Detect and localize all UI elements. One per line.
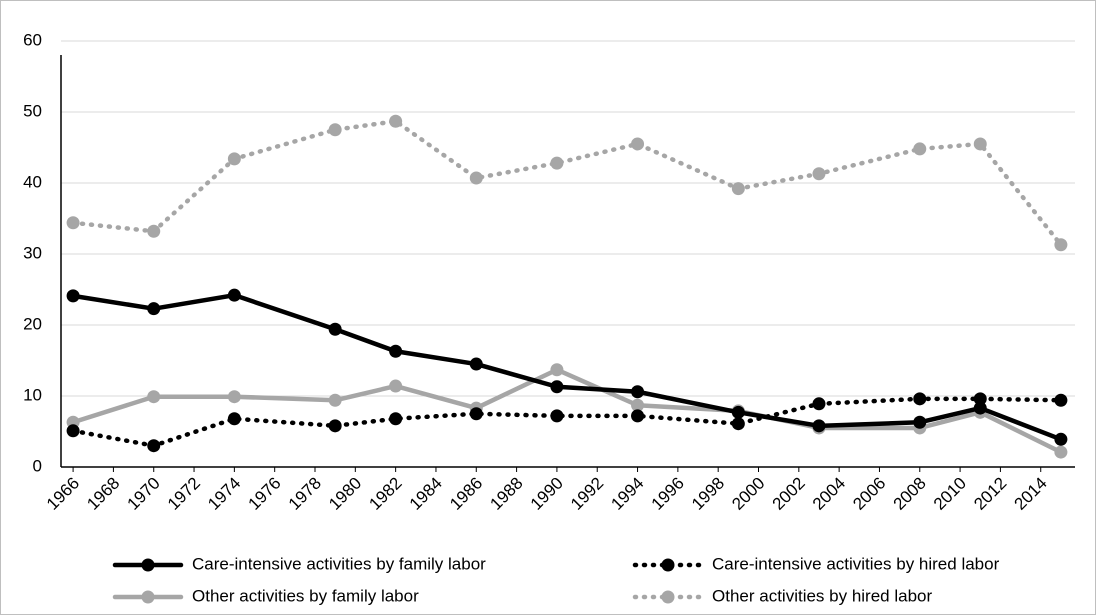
data-point	[147, 390, 161, 404]
data-point	[469, 357, 483, 371]
data-point	[227, 152, 241, 166]
data-point	[328, 393, 342, 407]
data-point	[66, 289, 80, 303]
data-point	[389, 412, 403, 426]
data-point	[973, 137, 987, 151]
data-point	[731, 182, 745, 196]
data-point	[631, 137, 645, 151]
y-tick-label: 60	[23, 30, 42, 49]
y-tick-label: 40	[23, 172, 42, 191]
data-point	[469, 171, 483, 185]
y-tick-label: 50	[23, 101, 42, 120]
data-point	[550, 363, 564, 377]
data-point	[812, 419, 826, 433]
y-tick-label: 30	[23, 243, 42, 262]
data-point	[389, 114, 403, 128]
data-point	[631, 409, 645, 423]
legend-label: Care-intensive activities by family labo…	[192, 554, 486, 573]
legend-label: Other activities by family labor	[192, 586, 419, 605]
data-point	[913, 142, 927, 156]
data-point	[227, 390, 241, 404]
data-point	[1054, 432, 1068, 446]
data-point	[731, 405, 745, 419]
data-point	[812, 167, 826, 181]
legend-marker	[661, 590, 675, 604]
data-point	[631, 398, 645, 412]
data-point	[550, 380, 564, 394]
data-point	[731, 417, 745, 431]
legend-label: Care-intensive activities by hired labor	[712, 554, 1000, 573]
y-tick-label: 20	[23, 314, 42, 333]
legend-marker	[141, 590, 155, 604]
data-point	[1054, 393, 1068, 407]
data-point	[328, 123, 342, 137]
data-point	[147, 439, 161, 453]
data-point	[147, 224, 161, 238]
data-point	[66, 216, 80, 230]
data-point	[913, 392, 927, 406]
data-point	[227, 412, 241, 426]
data-point	[389, 344, 403, 358]
data-point	[1054, 445, 1068, 459]
y-tick-label: 10	[23, 385, 42, 404]
data-point	[66, 424, 80, 438]
data-point	[328, 322, 342, 336]
data-point	[973, 401, 987, 415]
data-point	[631, 385, 645, 399]
data-point	[550, 409, 564, 423]
data-point	[1054, 238, 1068, 252]
data-point	[389, 379, 403, 393]
data-point	[328, 419, 342, 433]
data-point	[973, 392, 987, 406]
legend-marker	[661, 558, 675, 572]
y-tick-label: 0	[33, 456, 42, 475]
data-point	[227, 288, 241, 302]
data-point	[469, 407, 483, 421]
legend-marker	[141, 558, 155, 572]
legend-label: Other activities by hired labor	[712, 586, 932, 605]
data-point	[913, 415, 927, 429]
data-point	[812, 397, 826, 411]
data-point	[147, 302, 161, 316]
data-point	[550, 156, 564, 170]
